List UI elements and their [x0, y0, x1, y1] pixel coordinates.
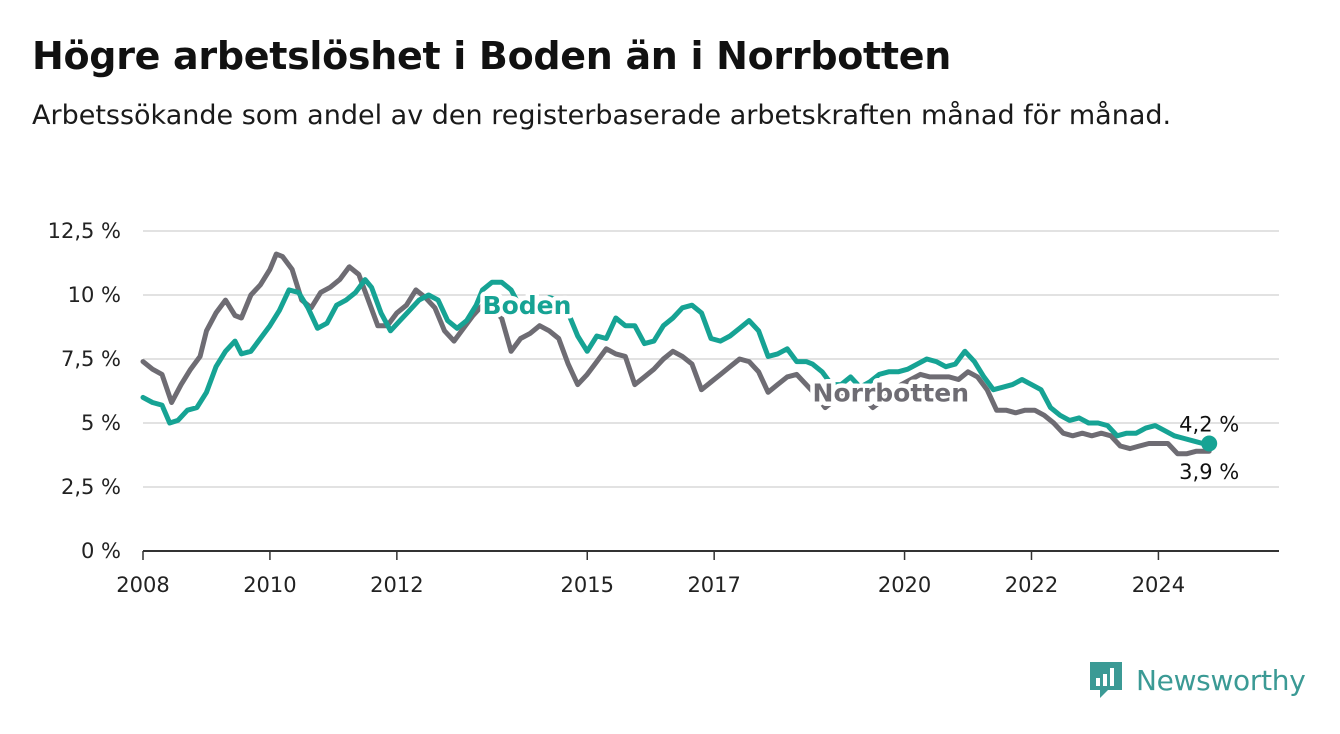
x-tick-label: 2020	[878, 573, 931, 597]
x-tick-label: 2022	[1005, 573, 1058, 597]
series-end-dot-boden	[1201, 435, 1218, 452]
x-tick-label: 2008	[116, 573, 169, 597]
brand-name: Newsworthy	[1136, 663, 1306, 697]
newsworthy-logo-icon	[1090, 662, 1122, 698]
series-line-boden	[140, 277, 1212, 446]
x-tick-label: 2017	[687, 573, 740, 597]
y-tick-label: 0 %	[81, 539, 121, 563]
x-tick-label: 2010	[243, 573, 296, 597]
y-tick-label: 2,5 %	[61, 475, 121, 499]
y-tick-label: 12,5 %	[48, 219, 121, 243]
end-value-label-boden: 4,2 %	[1179, 412, 1239, 436]
x-tick-label: 2024	[1132, 573, 1185, 597]
chart-subtitle: Arbetssökande som andel av den registerb…	[32, 100, 1172, 131]
series-label-norrbotten: Norrbotten	[813, 378, 969, 407]
y-tick-label: 5 %	[81, 411, 121, 435]
y-tick-label: 7,5 %	[61, 347, 121, 371]
y-tick-label: 10 %	[68, 283, 121, 307]
x-tick-label: 2012	[370, 573, 423, 597]
end-value-label-norrbotten: 3,9 %	[1179, 460, 1239, 484]
x-tick-label: 2015	[561, 573, 614, 597]
series-label-boden: Boden	[483, 291, 572, 320]
newsworthy-brand: Newsworthy	[1088, 660, 1306, 700]
chart-title: Högre arbetslöshet i Boden än i Norrbott…	[32, 34, 951, 78]
